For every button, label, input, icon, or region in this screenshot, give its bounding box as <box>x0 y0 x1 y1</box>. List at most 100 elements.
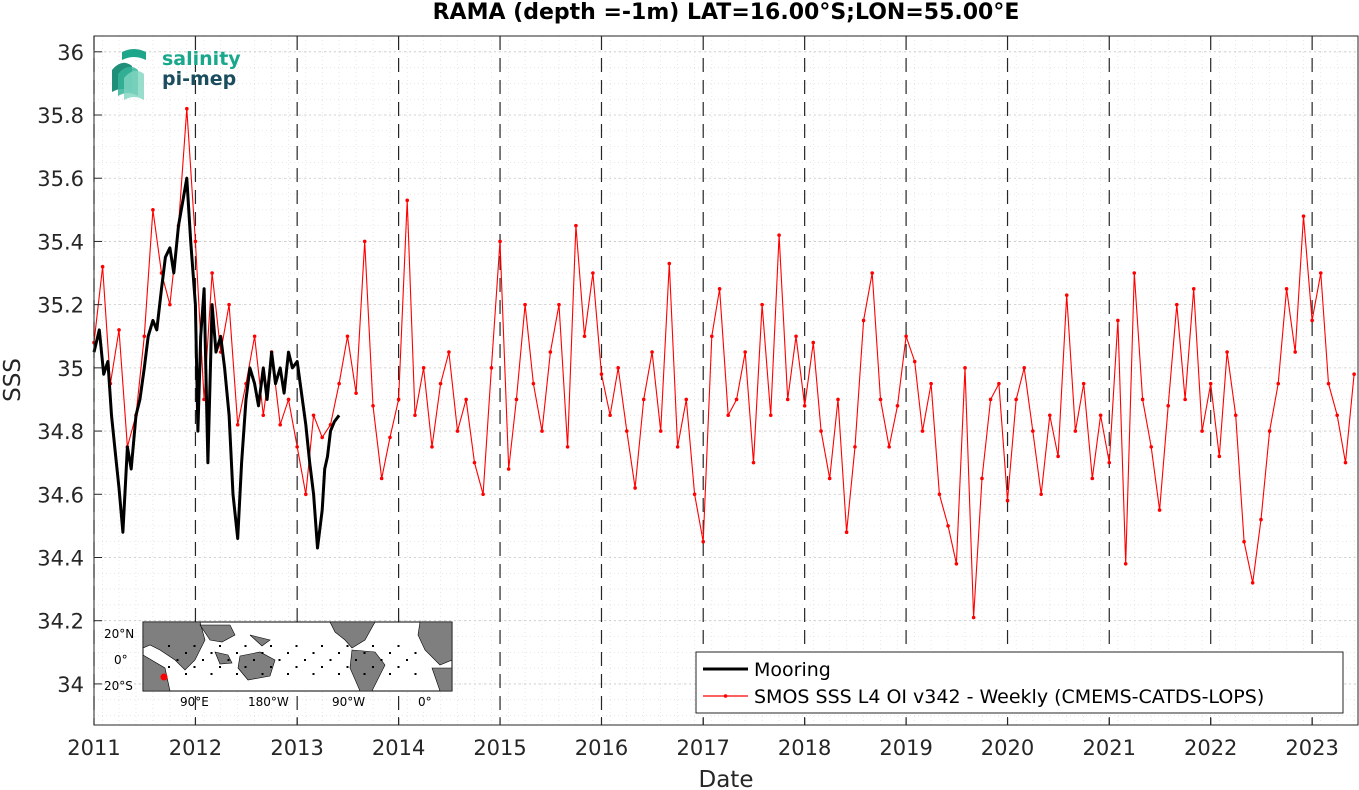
smos-data-point <box>1293 350 1297 354</box>
map-mooring-dot <box>244 666 247 668</box>
smos-data-point <box>684 397 689 402</box>
smos-data-point <box>710 334 714 339</box>
smos-data-point <box>320 435 324 440</box>
smos-data-point <box>261 413 266 418</box>
smos-data-point <box>1014 397 1018 402</box>
smos-series-line <box>93 108 1355 619</box>
smos-data-point <box>557 302 561 307</box>
x-axis-label: Date <box>699 767 754 790</box>
smos-data-point <box>151 208 155 212</box>
x-tick-label: 2020 <box>981 736 1034 760</box>
smos-data-point <box>1056 454 1060 459</box>
map-mooring-dot <box>321 666 323 668</box>
smos-data-point <box>1259 517 1263 522</box>
wave-logo-icon <box>112 49 146 100</box>
smos-data-point <box>1166 403 1170 408</box>
smos-data-point <box>193 239 198 244</box>
smos-data-point <box>1005 498 1010 503</box>
map-mooring-dot <box>295 645 298 647</box>
smos-data-point <box>1225 350 1229 354</box>
smos-data-point <box>667 261 672 266</box>
map-mooring-dot <box>261 673 264 675</box>
smos-data-point <box>574 223 578 228</box>
smos-data-point <box>1031 429 1035 433</box>
smos-data-point <box>379 476 384 481</box>
x-tick-label: 2019 <box>879 736 932 760</box>
smos-data-point <box>202 397 206 402</box>
legend-label-smos: SMOS SSS L4 OI v342 - Weekly (CMEMS-CATD… <box>754 686 1264 708</box>
smos-data-point <box>1233 413 1238 418</box>
smos-data-point <box>1335 413 1339 418</box>
y-tick-label: 36 <box>57 41 84 65</box>
smos-data-point <box>405 198 410 203</box>
smos-data-point <box>1090 476 1095 481</box>
map-mooring-dot <box>287 652 289 654</box>
inset-map <box>142 621 453 692</box>
smos-data-point <box>929 381 933 386</box>
y-tick-label: 34 <box>57 673 84 697</box>
map-mooring-dot <box>202 659 204 661</box>
smos-data-point <box>1310 318 1314 323</box>
salinity-pi-mep-logo: salinity pi-mep <box>112 48 241 100</box>
series-layer <box>92 106 1356 620</box>
map-mooring-dot <box>185 673 187 675</box>
landmass-shapes <box>142 621 453 692</box>
smos-data-point <box>963 366 967 370</box>
smos-data-point <box>920 429 925 433</box>
mooring-location-dots <box>168 645 417 675</box>
legend-box <box>695 651 1344 714</box>
smos-data-point <box>777 233 781 237</box>
map-mooring-dot <box>168 645 170 647</box>
smos-data-point <box>954 562 959 566</box>
smos-data-point <box>514 397 519 402</box>
smos-data-point <box>1191 287 1196 291</box>
smos-data-point <box>295 445 299 449</box>
smos-data-point <box>819 429 823 433</box>
map-mooring-dot <box>270 666 272 668</box>
map-mooring-dot <box>363 652 366 654</box>
smos-data-point <box>278 422 283 427</box>
map-lon-label-0: 0° <box>418 695 432 709</box>
y-tick-label: 34.4 <box>37 546 84 570</box>
smos-data-point <box>345 334 350 339</box>
smos-data-point <box>1276 381 1281 386</box>
smos-data-point <box>1022 366 1027 370</box>
smos-data-point <box>692 492 697 497</box>
map-mooring-dot <box>329 659 332 661</box>
legend-label-mooring: Mooring <box>754 659 831 681</box>
smos-data-point <box>887 445 891 449</box>
smos-data-point <box>895 403 900 408</box>
smos-data-point <box>870 271 874 275</box>
smos-data-point <box>608 413 612 418</box>
y-tick-label: 34.8 <box>37 420 84 444</box>
map-lon-label-90e: 90°E <box>180 695 209 709</box>
smos-data-point <box>531 381 536 386</box>
map-mooring-dot <box>236 652 238 654</box>
smos-data-point <box>421 366 426 370</box>
map-mooring-dot <box>244 645 247 647</box>
map-lon-label-90w: 90°W <box>332 695 365 709</box>
x-tick-label: 2022 <box>1184 736 1237 760</box>
map-mooring-dot <box>380 659 383 661</box>
smos-data-point <box>624 429 629 433</box>
map-mooring-dot <box>372 645 374 647</box>
smos-data-point <box>1326 381 1331 386</box>
smos-data-point <box>1301 214 1306 218</box>
smos-data-point <box>1157 508 1162 512</box>
smos-data-point <box>438 381 443 386</box>
smos-data-point <box>794 334 798 339</box>
smos-data-point <box>142 334 147 339</box>
map-mooring-dot <box>389 673 391 675</box>
map-mooring-dot <box>397 666 400 668</box>
y-tick-label: 35 <box>57 357 84 381</box>
smos-data-point <box>768 413 773 418</box>
x-tick-label: 2018 <box>778 736 831 760</box>
map-mooring-dot <box>389 652 391 654</box>
smos-data-point <box>1267 429 1272 433</box>
smos-data-point <box>1250 580 1255 585</box>
y-tick-label: 35.4 <box>37 230 84 254</box>
map-lat-label-20s: 20°S <box>104 679 133 693</box>
map-mooring-dot <box>210 673 213 675</box>
smos-data-point <box>1123 562 1128 566</box>
smos-data-point <box>185 106 189 111</box>
